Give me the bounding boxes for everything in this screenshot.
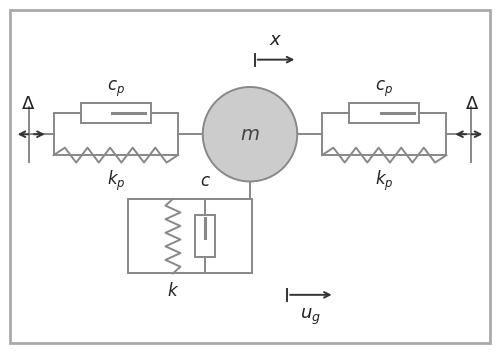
Text: $k$: $k$ — [167, 282, 179, 300]
Text: $k_p$: $k_p$ — [106, 169, 125, 193]
Text: $u_g$: $u_g$ — [300, 307, 321, 328]
Bar — [81, 103, 150, 123]
Text: $k_p$: $k_p$ — [375, 169, 394, 193]
Text: $c_p$: $c_p$ — [376, 79, 393, 100]
Circle shape — [203, 87, 297, 181]
Text: $\Delta$: $\Delta$ — [465, 95, 479, 113]
Text: m: m — [240, 125, 260, 144]
Bar — [196, 215, 215, 257]
Text: $c$: $c$ — [200, 172, 210, 190]
Text: $c_p$: $c_p$ — [107, 79, 124, 100]
Bar — [350, 103, 419, 123]
Text: $\Delta$: $\Delta$ — [20, 95, 35, 113]
Text: $x$: $x$ — [269, 31, 282, 49]
